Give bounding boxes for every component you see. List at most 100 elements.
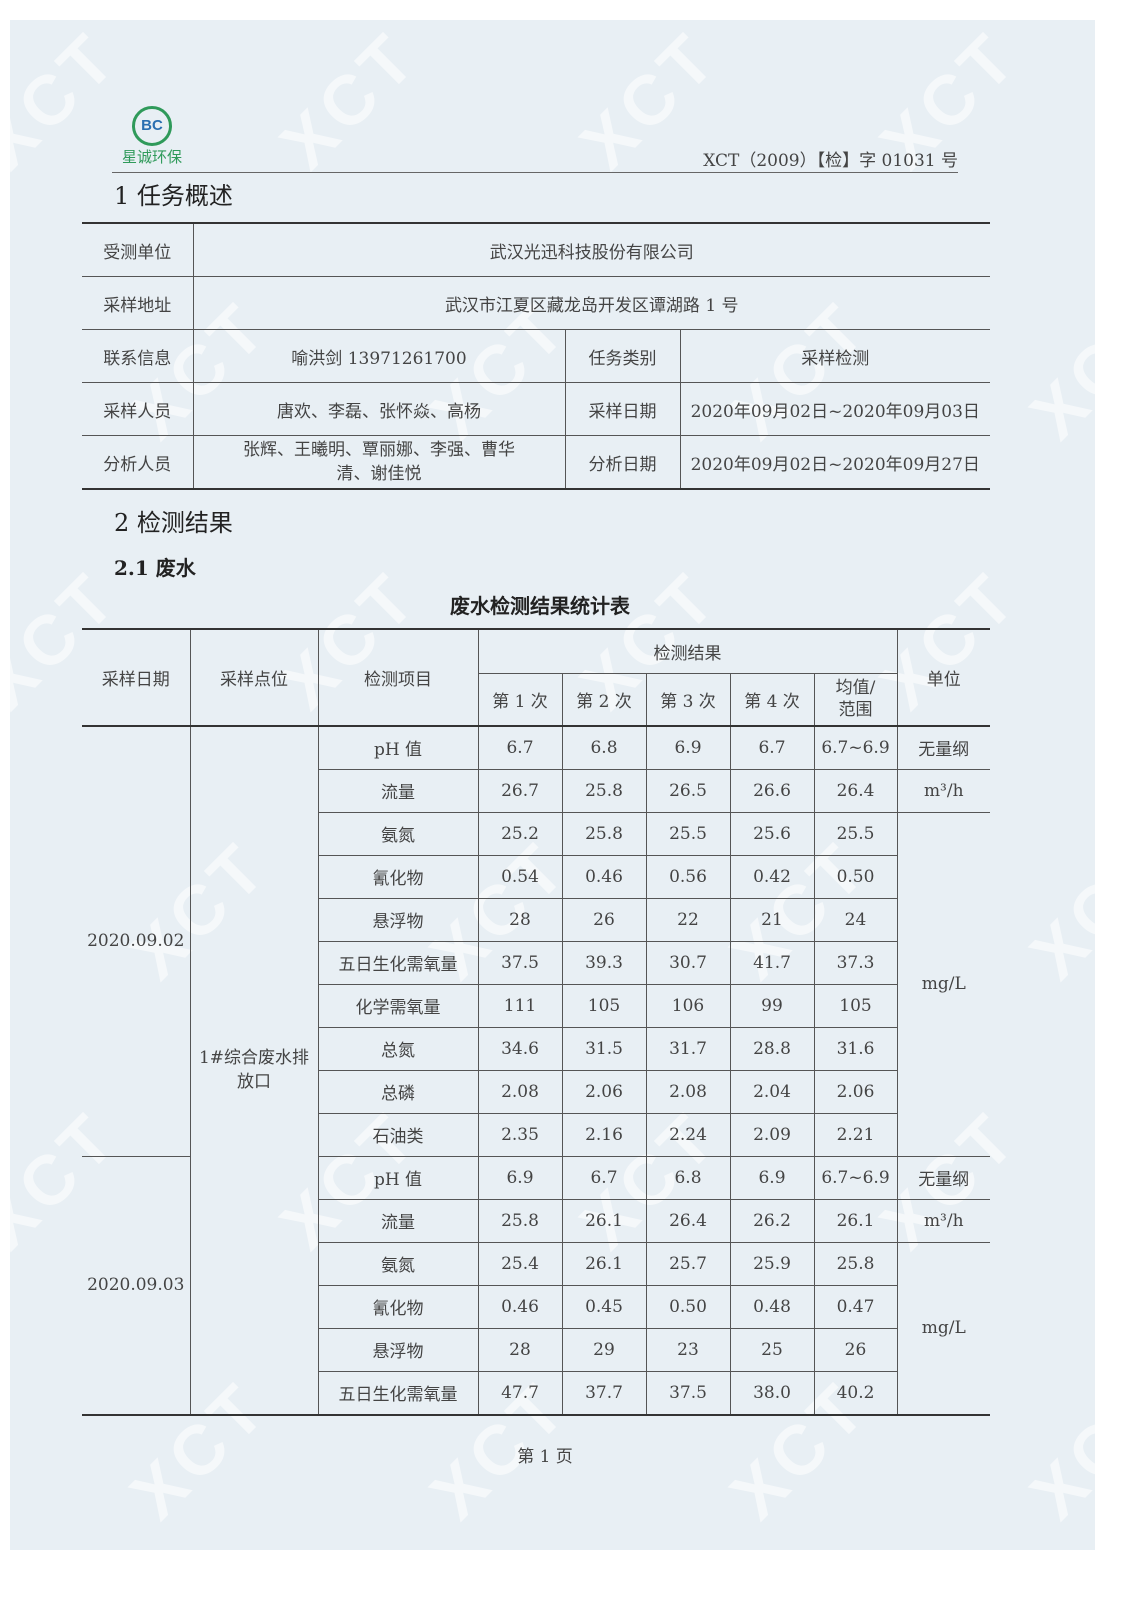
item-cell: 总磷 bbox=[318, 1069, 479, 1114]
result-2-cell: 0.45 bbox=[561, 1284, 647, 1329]
unit-cell: mg/L bbox=[896, 811, 990, 1157]
table-row: 流量 25.8 26.1 26.4 26.2 26.1 m³/h bbox=[82, 1198, 990, 1243]
item-cell: 流量 bbox=[318, 768, 479, 813]
item-cell: 氨氮 bbox=[318, 811, 479, 856]
info-value: 喻洪剑 13971261700 bbox=[192, 329, 566, 383]
average-cell: 6.7~6.9 bbox=[813, 1155, 898, 1200]
result-1-cell: 37.5 bbox=[477, 940, 563, 985]
watermark: XCT bbox=[1015, 826, 1130, 994]
result-3-cell: 37.5 bbox=[645, 1370, 731, 1415]
sampling-date-cell: 2020.09.02 bbox=[82, 725, 191, 1157]
info-value: 武汉光迅科技股份有限公司 bbox=[192, 222, 990, 277]
result-2-cell: 26.1 bbox=[561, 1198, 647, 1243]
result-1-cell: 28 bbox=[477, 897, 563, 942]
sampling-site-cell: 1#综合废水排放口 bbox=[189, 725, 319, 1415]
result-1-cell: 2.08 bbox=[477, 1069, 563, 1114]
result-4-cell: 2.04 bbox=[729, 1069, 815, 1114]
result-1-cell: 25.8 bbox=[477, 1198, 563, 1243]
average-cell: 105 bbox=[813, 983, 898, 1028]
result-4-cell: 6.7 bbox=[729, 725, 815, 770]
result-2-cell: 25.8 bbox=[561, 768, 647, 813]
info-value: 2020年09月02日~2020年09月27日 bbox=[679, 435, 990, 490]
result-4-cell: 6.9 bbox=[729, 1155, 815, 1200]
table-row: 氨氮 25.2 25.8 25.5 25.6 25.5 mg/L bbox=[82, 811, 990, 1157]
result-1-cell: 25.2 bbox=[477, 811, 563, 856]
watermark: XCT bbox=[1015, 286, 1130, 454]
sampling-date-cell: 2020.09.03 bbox=[82, 1155, 191, 1415]
result-1-cell: 47.7 bbox=[477, 1370, 563, 1415]
info-row: 分析人员 张辉、王曦明、覃丽娜、李强、曹华清、谢佳悦 分析日期 2020年09月… bbox=[82, 435, 990, 490]
page-number: 第 1 页 bbox=[517, 1447, 573, 1467]
result-2-cell: 31.5 bbox=[561, 1026, 647, 1071]
item-cell: 总氮 bbox=[318, 1026, 479, 1071]
result-1-cell: 6.9 bbox=[477, 1155, 563, 1200]
logo-text: 星诚环保 bbox=[121, 148, 182, 166]
table-row: 化学需氧量 111 105 106 99 105 bbox=[82, 983, 990, 1028]
average-cell: 24 bbox=[813, 897, 898, 942]
section2-subtitle: 2.1 废水 bbox=[114, 556, 196, 580]
info-label: 采样地址 bbox=[82, 276, 194, 330]
section2-title: 2 检测结果 bbox=[114, 509, 233, 537]
item-cell: 氰化物 bbox=[318, 854, 479, 899]
task-overview-table: 受测单位 武汉光迅科技股份有限公司 采样地址 武汉市江夏区藏龙岛开发区谭湖路 1… bbox=[82, 222, 990, 490]
result-3-cell: 0.56 bbox=[645, 854, 731, 899]
table-row: 氰化物 0.54 0.46 0.56 0.42 0.50 bbox=[82, 854, 990, 899]
result-1-cell: 25.4 bbox=[477, 1241, 563, 1286]
result-1-cell: 0.46 bbox=[477, 1284, 563, 1329]
average-cell: 26 bbox=[813, 1327, 898, 1372]
result-4-cell: 2.09 bbox=[729, 1112, 815, 1157]
header-rule bbox=[112, 172, 958, 173]
table-row: 流量 26.7 25.8 26.5 26.6 26.4 m³/h bbox=[82, 768, 990, 813]
result-2-cell: 2.16 bbox=[561, 1112, 647, 1157]
result-2-cell: 105 bbox=[561, 983, 647, 1028]
result-3-cell: 31.7 bbox=[645, 1026, 731, 1071]
info-row: 采样人员 唐欢、李磊、张怀焱、高杨 采样日期 2020年09月02日~2020年… bbox=[82, 382, 990, 436]
average-cell: 0.47 bbox=[813, 1284, 898, 1329]
result-1-cell: 6.7 bbox=[477, 725, 563, 770]
result-4-cell: 26.2 bbox=[729, 1198, 815, 1243]
table-row: 五日生化需氧量 47.7 37.7 37.5 38.0 40.2 bbox=[82, 1370, 990, 1415]
result-3-cell: 6.8 bbox=[645, 1155, 731, 1200]
result-1-cell: 28 bbox=[477, 1327, 563, 1372]
result-1-cell: 34.6 bbox=[477, 1026, 563, 1071]
result-2-cell: 39.3 bbox=[561, 940, 647, 985]
result-2-cell: 26 bbox=[561, 897, 647, 942]
item-cell: 石油类 bbox=[318, 1112, 479, 1157]
item-cell: 氰化物 bbox=[318, 1284, 479, 1329]
info-row: 联系信息 喻洪剑 13971261700 任务类别 采样检测 bbox=[82, 329, 990, 383]
result-4-cell: 25.9 bbox=[729, 1241, 815, 1286]
col-date: 采样日期 bbox=[82, 628, 191, 727]
info-row: 采样地址 武汉市江夏区藏龙岛开发区谭湖路 1 号 bbox=[82, 276, 990, 330]
header-row: 第 1 次 第 2 次 第 3 次 第 4 次 均值/范围 bbox=[82, 673, 990, 727]
section1-title: 1 任务概述 bbox=[114, 182, 233, 210]
item-cell: 五日生化需氧量 bbox=[318, 1370, 479, 1415]
result-3-cell: 23 bbox=[645, 1327, 731, 1372]
info-value: 采样检测 bbox=[679, 329, 990, 383]
result-1-cell: 111 bbox=[477, 983, 563, 1028]
col-r2: 第 2 次 bbox=[561, 673, 647, 727]
info-value: 张辉、王曦明、覃丽娜、李强、曹华清、谢佳悦 bbox=[192, 435, 566, 490]
wastewater-results-table: 采样日期 采样点位 检测项目 检测结果 单位 第 1 次 第 2 次 第 3 次… bbox=[82, 628, 990, 1416]
col-r3: 第 3 次 bbox=[645, 673, 731, 727]
result-4-cell: 38.0 bbox=[729, 1370, 815, 1415]
unit-cell: m³/h bbox=[896, 768, 990, 813]
info-value: 2020年09月02日~2020年09月03日 bbox=[679, 382, 990, 436]
result-4-cell: 25 bbox=[729, 1327, 815, 1372]
item-cell: 化学需氧量 bbox=[318, 983, 479, 1028]
result-3-cell: 25.7 bbox=[645, 1241, 731, 1286]
info-label: 采样日期 bbox=[564, 382, 681, 436]
result-3-cell: 30.7 bbox=[645, 940, 731, 985]
result-3-cell: 26.5 bbox=[645, 768, 731, 813]
logo-mark: BC bbox=[132, 106, 172, 146]
result-4-cell: 28.8 bbox=[729, 1026, 815, 1071]
table-row: 总氮 34.6 31.5 31.7 28.8 31.6 bbox=[82, 1026, 990, 1071]
item-cell: 悬浮物 bbox=[318, 897, 479, 942]
result-3-cell: 6.9 bbox=[645, 725, 731, 770]
info-label: 分析日期 bbox=[564, 435, 681, 490]
table-row: 悬浮物 28 29 23 25 26 bbox=[82, 1327, 990, 1372]
result-1-cell: 2.35 bbox=[477, 1112, 563, 1157]
result-2-cell: 26.1 bbox=[561, 1241, 647, 1286]
average-cell: 25.5 bbox=[813, 811, 898, 856]
item-cell: 悬浮物 bbox=[318, 1327, 479, 1372]
result-4-cell: 25.6 bbox=[729, 811, 815, 856]
